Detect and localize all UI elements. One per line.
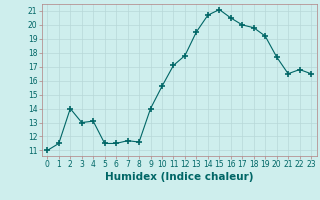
- X-axis label: Humidex (Indice chaleur): Humidex (Indice chaleur): [105, 172, 253, 182]
